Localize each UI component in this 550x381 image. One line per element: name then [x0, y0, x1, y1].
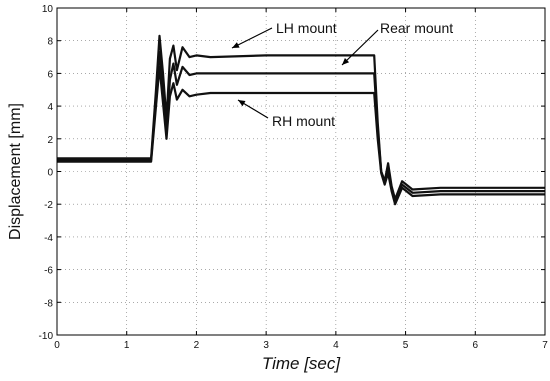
y-tick-label: 0	[47, 168, 53, 179]
x-tick-label: 4	[333, 340, 339, 351]
annotation-arrowhead-rear	[342, 58, 350, 65]
y-tick-label: 2	[47, 135, 53, 146]
y-tick-label: -8	[44, 298, 53, 309]
x-tick-label: 2	[194, 340, 200, 351]
annotation-arrowhead-rh	[238, 100, 246, 107]
y-tick-label: -2	[44, 200, 53, 211]
y-tick-label: -6	[44, 266, 53, 277]
y-tick-label: 6	[47, 69, 53, 80]
x-tick-label: 5	[403, 340, 409, 351]
x-tick-label: 3	[263, 340, 269, 351]
y-tick-label: -4	[44, 233, 53, 244]
grid-layer	[57, 8, 545, 335]
y-tick-label: -10	[39, 331, 54, 342]
y-tick-label: 10	[42, 4, 54, 15]
y-tick-label: 8	[47, 37, 53, 48]
annotation-layer: LH mount Rear mount RH mount	[231, 20, 453, 129]
annotation-lh-mount: LH mount	[276, 20, 337, 36]
annotation-arrow-rear	[341, 29, 379, 66]
annotation-arrow-lh	[231, 27, 273, 49]
x-tick-label: 6	[473, 340, 479, 351]
annotation-rear-mount: Rear mount	[380, 20, 453, 36]
y-axis-label: Displacement [mm]	[7, 103, 24, 240]
tick-layer: 0 1 2 3 4 5 6 7 10 8 6 4 2 0 -2 -4 -6 -8 -10	[39, 4, 549, 351]
series-layer	[57, 34, 545, 206]
annotation-arrowhead-lh	[232, 42, 240, 48]
x-axis-label: Time [sec]	[262, 354, 342, 373]
y-tick-label: 4	[47, 102, 53, 113]
x-tick-label: 0	[54, 340, 60, 351]
series-line-rh-mount	[57, 65, 545, 206]
annotation-rh-mount: RH mount	[272, 113, 335, 129]
x-tick-label: 1	[124, 340, 130, 351]
x-tick-label: 7	[542, 340, 548, 351]
